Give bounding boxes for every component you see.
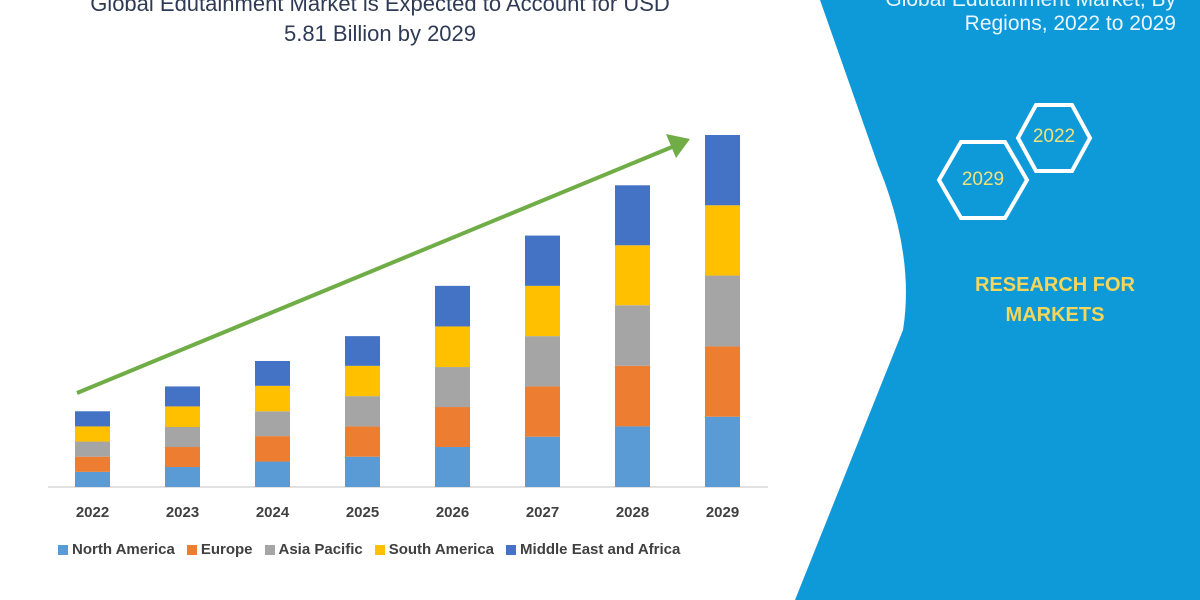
brand-line1: RESEARCH FOR [974, 274, 1135, 296]
legend-swatch [186, 544, 197, 555]
bar-segment-2025-2 [345, 396, 380, 427]
x-tick-label: 2022 [75, 504, 110, 521]
bar-segment-2028-1 [615, 365, 650, 427]
bar-segment-2023-3 [165, 406, 200, 428]
bar-segment-2024-1 [255, 436, 290, 462]
legend-label: Europe [200, 541, 253, 558]
legend-item: North America [58, 541, 175, 558]
bar-segment-2025-3 [345, 365, 380, 397]
side-panel [795, 0, 1200, 600]
legend-swatch [58, 544, 68, 555]
bar-segment-2026-2 [435, 367, 470, 408]
bar-segment-2027-2 [525, 336, 560, 387]
legend-item: Asia Pacific [264, 541, 363, 558]
bar-segment-2029-0 [705, 416, 740, 487]
bar-segment-2022-0 [75, 471, 110, 487]
legend-item: Middle East and Africa [506, 541, 680, 558]
x-tick-label: 2024 [255, 504, 290, 521]
bar-segment-2028-4 [615, 185, 650, 246]
side-title-line1: Global Edutainment Market, By [885, 0, 1176, 14]
chart-title-line1: Global Edutainment Market is Expected to… [90, 0, 670, 16]
hexagon-2022 [1015, 103, 1093, 173]
x-tick-label: 2025 [345, 504, 380, 521]
bar-segment-2029-2 [705, 275, 740, 347]
brand-line2: MARKETS [1005, 304, 1105, 326]
bar-segment-2025-1 [345, 426, 380, 457]
bar-segment-2028-0 [615, 426, 650, 487]
legend: North America Europe Asia Pacific South … [58, 541, 680, 558]
hex-label-2029: 2029 [961, 169, 1005, 190]
bar-segment-2025-4 [345, 336, 380, 366]
x-tick-label: 2028 [615, 504, 650, 521]
bar-segment-2022-1 [75, 456, 110, 472]
bar-segment-2024-3 [255, 385, 290, 412]
bar-segment-2026-0 [435, 447, 470, 487]
trend-arrow [76, 145, 673, 395]
x-tick-label: 2026 [435, 504, 470, 521]
bar-segment-2024-4 [255, 360, 290, 386]
trend-arrow-head [666, 134, 690, 158]
bar-segment-2022-3 [75, 426, 110, 442]
bars [75, 135, 740, 487]
bar-segment-2027-3 [525, 285, 560, 337]
bar-segment-2022-4 [75, 411, 110, 427]
legend-item: Europe [186, 541, 253, 558]
bar-segment-2028-2 [615, 305, 650, 366]
bar-segment-2025-0 [345, 456, 380, 487]
bar-segment-2027-1 [525, 386, 560, 437]
hex-label-2022: 2022 [1032, 126, 1076, 147]
legend-swatch [264, 544, 275, 555]
bar-segment-2023-2 [165, 427, 200, 448]
bar-segment-2029-3 [705, 205, 740, 276]
legend-label: North America [72, 541, 175, 558]
legend-label: Asia Pacific [278, 541, 363, 558]
bar-segment-2023-0 [165, 467, 200, 487]
legend-swatch [374, 544, 385, 555]
bar-segment-2029-1 [705, 346, 740, 417]
bar-segment-2024-0 [255, 461, 290, 487]
bar-segment-2024-2 [255, 411, 290, 437]
bar-segment-2022-2 [75, 441, 110, 457]
x-tick-label: 2027 [525, 504, 560, 521]
side-title-line2: Regions, 2022 to 2029 [964, 12, 1176, 35]
bar-segment-2026-1 [435, 407, 470, 448]
x-tick-label: 2029 [705, 504, 740, 521]
bar-segment-2029-4 [705, 135, 740, 206]
legend-label: Middle East and Africa [520, 541, 681, 558]
chart-title-line2: 5.81 Billion by 2029 [283, 21, 477, 46]
bar-segment-2026-3 [435, 326, 470, 368]
bar-segment-2027-4 [525, 235, 560, 286]
legend-swatch [506, 544, 517, 555]
bar-segment-2028-3 [615, 245, 650, 306]
legend-label: South America [388, 541, 495, 558]
bar-segment-2027-0 [525, 436, 560, 487]
x-tick-label: 2023 [165, 504, 200, 521]
bar-segment-2026-4 [435, 285, 470, 327]
legend-item: South America [374, 541, 495, 558]
hexagon-2029 [936, 140, 1030, 220]
bar-segment-2023-4 [165, 386, 200, 407]
bar-segment-2023-1 [165, 447, 200, 468]
